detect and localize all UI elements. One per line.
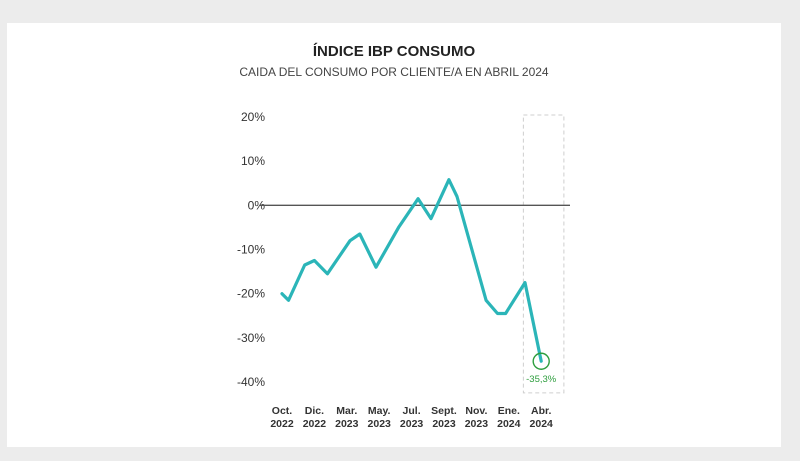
x-tick-year: 2024 bbox=[530, 418, 554, 430]
x-tick-month: Abr. bbox=[531, 405, 552, 417]
x-tick-year: 2023 bbox=[465, 418, 489, 430]
chart-title: ÍNDICE IBP CONSUMO bbox=[312, 43, 476, 60]
y-tick-label: 10% bbox=[241, 154, 265, 168]
highlight-box bbox=[522, 114, 565, 394]
x-tick-year: 2022 bbox=[303, 418, 327, 430]
x-tick-month: Sept. bbox=[431, 405, 457, 417]
chart-card: ÍNDICE IBP CONSUMO CAIDA DEL CONSUMO POR… bbox=[7, 23, 781, 447]
chart-subtitle: CAIDA DEL CONSUMO POR CLIENTE/A EN ABRIL… bbox=[239, 65, 549, 79]
x-tick-month: Oct. bbox=[272, 405, 293, 417]
x-tick-month: May. bbox=[368, 405, 391, 417]
y-tick-label: -40% bbox=[237, 375, 265, 389]
y-tick-label: 0% bbox=[248, 198, 266, 212]
x-tick-year: 2023 bbox=[432, 418, 456, 430]
x-tick-month: Nov. bbox=[465, 405, 487, 417]
x-tick-month: Ene. bbox=[498, 405, 520, 417]
annotation-marker bbox=[532, 352, 550, 370]
y-tick-label: 20% bbox=[241, 110, 265, 124]
x-tick-month: Dic. bbox=[305, 405, 324, 417]
x-tick-year: 2023 bbox=[335, 418, 359, 430]
annotation-label: -35,3% bbox=[526, 374, 557, 385]
y-tick-label: -10% bbox=[237, 243, 265, 257]
x-tick-year: 2022 bbox=[270, 418, 294, 430]
x-tick-year: 2023 bbox=[368, 418, 392, 430]
x-tick-month: Jul. bbox=[403, 405, 421, 417]
x-tick-year: 2023 bbox=[400, 418, 424, 430]
x-tick-year: 2024 bbox=[497, 418, 521, 430]
line-chart: 20%10%0%-10%-20%-30%-40%Oct.2022Dic.2022… bbox=[237, 110, 570, 430]
series-line bbox=[280, 178, 543, 363]
x-tick-month: Mar. bbox=[336, 405, 357, 417]
y-tick-label: -20% bbox=[237, 287, 265, 301]
y-tick-label: -30% bbox=[237, 331, 265, 345]
